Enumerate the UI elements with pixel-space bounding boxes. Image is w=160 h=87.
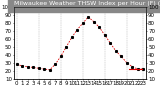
Text: Milwaukee Weather THSW Index per Hour (F) (Last 24 Hours): Milwaukee Weather THSW Index per Hour (F…: [14, 1, 160, 6]
